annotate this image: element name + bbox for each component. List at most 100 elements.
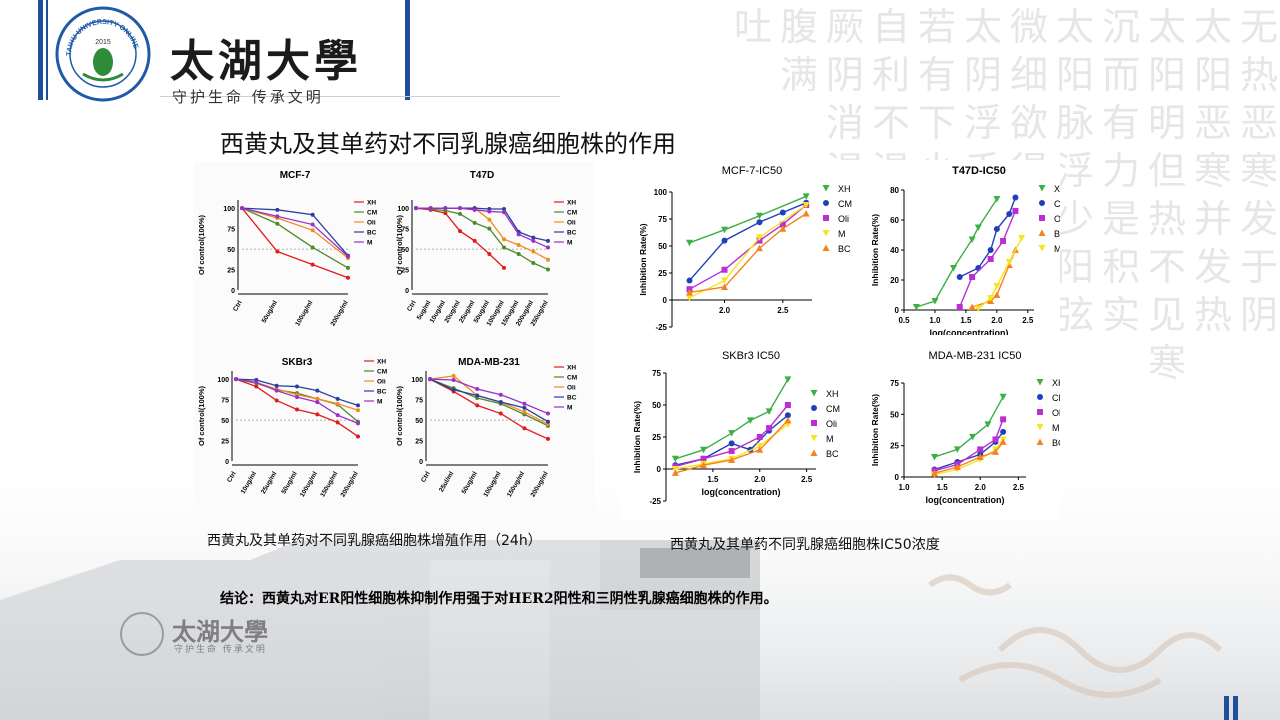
y-tick-label: 100 bbox=[223, 206, 235, 213]
data-point-xh bbox=[931, 298, 939, 305]
watermark-char: 欲 bbox=[1010, 103, 1048, 145]
data-point-oli bbox=[502, 237, 506, 242]
data-point-bc bbox=[999, 438, 1007, 445]
data-point-bc bbox=[779, 225, 787, 232]
data-point-cm bbox=[956, 274, 963, 280]
watermark-char: 微 bbox=[1010, 7, 1048, 49]
legend-marker bbox=[823, 215, 829, 221]
x-tick-label: 100ug/ml bbox=[299, 470, 319, 498]
series-line-xh bbox=[429, 378, 549, 440]
data-point-xh bbox=[274, 398, 279, 403]
university-name: 太湖大學 bbox=[170, 36, 362, 87]
x-tick-label: 150ug/ml bbox=[506, 470, 526, 498]
watermark-char: 但 bbox=[1148, 151, 1186, 193]
legend-label: CM bbox=[1052, 393, 1060, 403]
footer-brand-name: 太湖大學 bbox=[172, 617, 268, 646]
data-point-m bbox=[275, 214, 280, 219]
watermark-char: 热 bbox=[1194, 295, 1232, 337]
watermark-char: 不 bbox=[872, 103, 910, 145]
data-point-xh bbox=[728, 430, 736, 437]
data-point-oli bbox=[1012, 208, 1019, 214]
watermark-char: 厥 bbox=[826, 7, 864, 49]
data-point-bc bbox=[522, 405, 527, 410]
data-point-m bbox=[295, 395, 299, 400]
data-point-bc bbox=[992, 448, 999, 455]
footer-brand-slogan: 守护生命 传承文明 bbox=[174, 645, 267, 655]
chart-title: T47D-IC50 bbox=[952, 165, 1006, 177]
data-point-xh bbox=[686, 239, 693, 247]
watermark-char: 太 bbox=[964, 7, 1002, 49]
data-point-bc bbox=[686, 288, 693, 296]
chart-mda-ic50: MDA-MB-231 IC50 0 25 50 75 1.0 1.5 2.0 2.5 Inhibi… bbox=[870, 350, 1060, 505]
data-point-cm bbox=[516, 252, 521, 256]
y-axis-label: Of control(100%) bbox=[197, 385, 206, 446]
data-point-cm bbox=[993, 226, 1000, 232]
fit-curve-xh bbox=[916, 198, 998, 308]
watermark-char: 少 bbox=[1056, 199, 1094, 241]
data-point-cm bbox=[458, 211, 462, 216]
data-point-cm bbox=[487, 226, 492, 231]
legend-label: CM bbox=[567, 375, 577, 382]
header-accent-bar-right bbox=[405, 0, 410, 100]
y-axis-label: Inhibition Rate(%) bbox=[870, 394, 880, 466]
data-point-oli bbox=[315, 396, 320, 401]
y-tick-label: 0 bbox=[895, 306, 900, 315]
y-tick-label: 25 bbox=[227, 268, 235, 275]
watermark-char: 下 bbox=[918, 103, 956, 145]
legend-label: CM bbox=[826, 404, 840, 414]
legend-label: CM bbox=[567, 210, 577, 217]
legend-label: M bbox=[826, 434, 834, 444]
legend-label: Oli bbox=[567, 220, 576, 227]
slide-title: 西黄丸及其单药对不同乳腺癌细胞株的作用 bbox=[220, 130, 676, 158]
data-point-xh bbox=[295, 407, 299, 412]
y-tick-label: 100 bbox=[217, 377, 229, 384]
y-tick-label: 75 bbox=[227, 227, 235, 234]
legend-label: M bbox=[567, 240, 572, 247]
data-point-m bbox=[802, 201, 810, 209]
watermark-char: 浮 bbox=[964, 103, 1002, 145]
legend-marker bbox=[1038, 229, 1046, 236]
data-point-bc bbox=[993, 291, 1001, 298]
data-point-xh bbox=[756, 212, 763, 220]
x-tick-label: 100ug/ml bbox=[482, 470, 502, 498]
header-accent-bar-left bbox=[38, 0, 43, 100]
y-tick-label: 25 bbox=[221, 439, 229, 446]
x-tick-label: 25ul/ml bbox=[438, 470, 455, 493]
series-line-oli bbox=[416, 207, 549, 261]
data-point-bc bbox=[310, 212, 315, 217]
data-point-m bbox=[346, 254, 350, 259]
data-point-m bbox=[356, 421, 360, 426]
data-point-oli bbox=[766, 425, 773, 432]
legend-label: M bbox=[1052, 423, 1060, 433]
watermark-char: 寒 bbox=[1148, 343, 1186, 385]
watermark-char: 不 bbox=[1148, 247, 1186, 289]
watermark-char: 恶 bbox=[1194, 103, 1232, 145]
y-axis-label: Of control(100%) bbox=[395, 385, 404, 446]
watermark-char: 于 bbox=[1240, 247, 1278, 289]
y-tick-label: 0 bbox=[663, 296, 668, 305]
x-tick-label: 50ug/ml bbox=[261, 299, 279, 324]
data-point-xh bbox=[974, 224, 982, 231]
x-tick-label: 2.5 bbox=[1013, 483, 1025, 492]
y-tick-label: 0 bbox=[231, 288, 235, 295]
data-point-bc bbox=[502, 207, 506, 211]
data-point-xh bbox=[502, 265, 506, 270]
watermark-char: 太 bbox=[1194, 7, 1232, 49]
legend-label: BC bbox=[1052, 438, 1060, 448]
data-point-xh bbox=[522, 426, 527, 431]
legend-marker bbox=[810, 435, 818, 442]
data-point-bc bbox=[498, 400, 503, 405]
data-point-m bbox=[546, 411, 550, 416]
y-tick-label: 75 bbox=[890, 379, 899, 388]
x-tick-label: 200ug/ml bbox=[340, 470, 360, 498]
data-point-xh bbox=[969, 433, 977, 441]
legend-label: XH bbox=[377, 359, 386, 366]
data-point-m bbox=[414, 206, 418, 211]
watermark-char: 有 bbox=[1102, 103, 1140, 145]
data-point-m bbox=[531, 238, 536, 243]
data-point-xh bbox=[346, 275, 350, 280]
watermark-char: 满 bbox=[780, 55, 818, 97]
data-point-cm bbox=[686, 277, 693, 284]
y-axis-label: Inhibition Rate(%) bbox=[632, 401, 642, 473]
legend-marker bbox=[822, 244, 830, 251]
